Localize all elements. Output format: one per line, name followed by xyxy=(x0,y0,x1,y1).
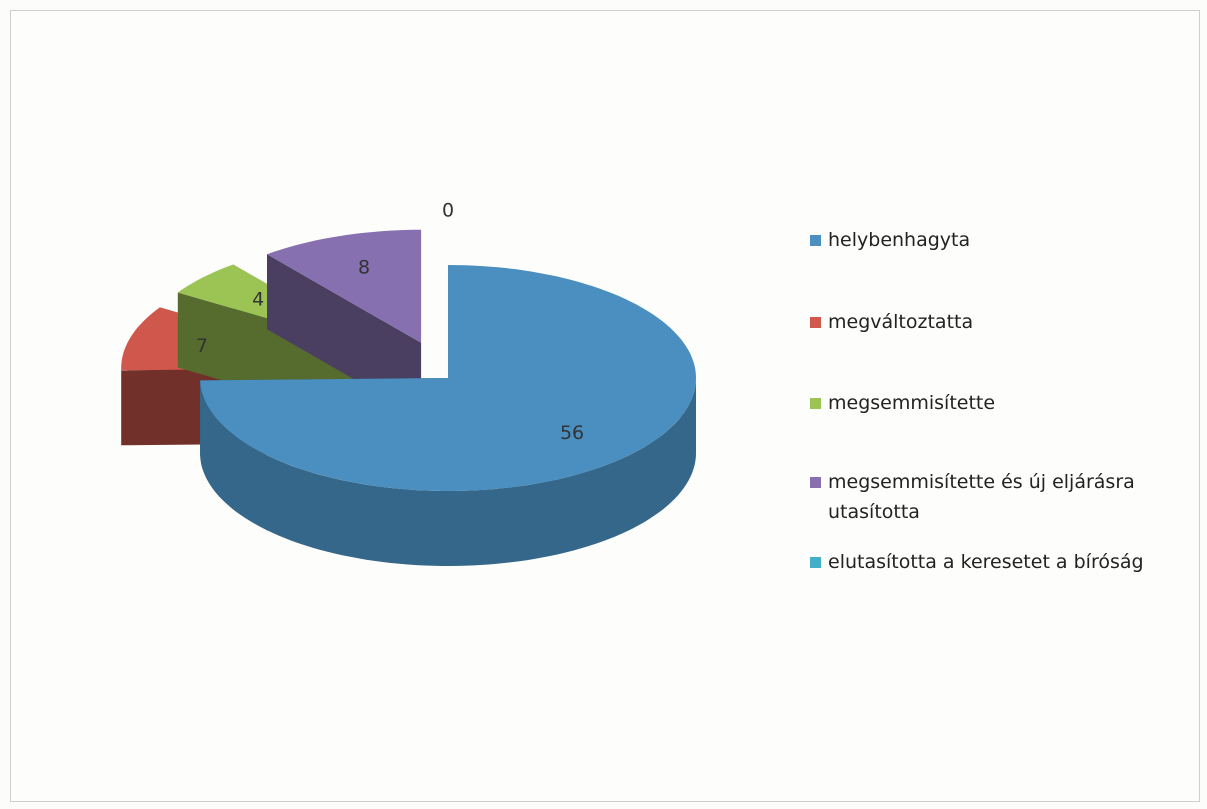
legend-label: megváltoztatta xyxy=(828,311,974,333)
legend-swatch xyxy=(810,398,821,409)
legend-swatch xyxy=(810,557,821,568)
legend-label: megsemmisítette és új eljárásra utasítot… xyxy=(828,471,1135,523)
legend-entry: helybenhagyta xyxy=(810,225,1200,255)
legend-entry: elutasította a keresetet a bíróság xyxy=(810,547,1200,577)
legend-label: megsemmisítette xyxy=(828,392,996,414)
slice-wall xyxy=(200,378,696,566)
data-label: 7 xyxy=(196,335,208,357)
slice xyxy=(267,229,422,343)
data-label: 4 xyxy=(252,289,264,311)
legend-label: helybenhagyta xyxy=(828,229,971,251)
slice-side xyxy=(267,254,422,418)
data-label: 8 xyxy=(358,257,370,279)
data-label: 0 xyxy=(442,199,454,221)
legend-swatch xyxy=(810,477,821,488)
slice xyxy=(200,265,696,491)
legend-label: elutasította a keresetet a bíróság xyxy=(828,551,1144,573)
legend-entry: megsemmisítette és új eljárásra utasítot… xyxy=(810,467,1200,527)
data-label: 56 xyxy=(560,422,584,444)
legend-entry: megsemmisítette xyxy=(810,388,1200,418)
legend-swatch xyxy=(810,235,821,246)
legend-swatch xyxy=(810,317,821,328)
legend-entry: megváltoztatta xyxy=(810,307,1200,337)
